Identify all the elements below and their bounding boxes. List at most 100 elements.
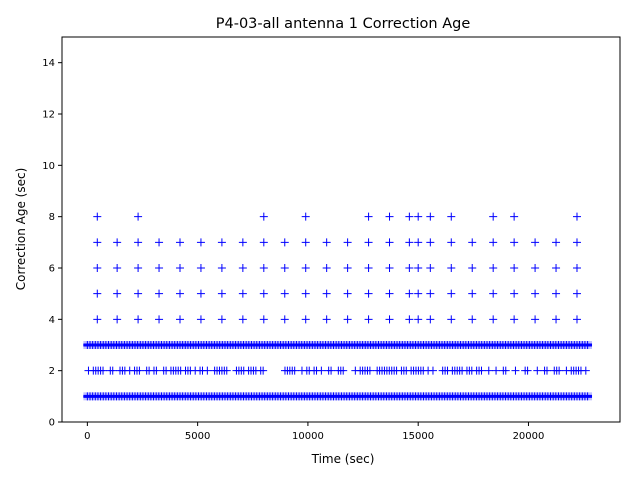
y-axis-label: Correction Age (sec) [14, 168, 28, 291]
data-point [426, 264, 435, 272]
x-tick-label: 15000 [402, 431, 434, 442]
data-point [280, 289, 289, 298]
data-point [552, 264, 561, 272]
data-point [477, 366, 486, 375]
data-point [175, 315, 184, 324]
data-point [468, 238, 477, 247]
x-tick-label: 20000 [513, 431, 545, 442]
y-tick-label: 10 [42, 161, 55, 172]
data-point [301, 289, 310, 298]
data-point [552, 238, 561, 247]
data-point [317, 366, 326, 375]
data-point [134, 315, 143, 324]
data-point [93, 264, 102, 272]
y-tick-label: 4 [49, 315, 55, 326]
data-point [364, 315, 373, 324]
data-point [414, 315, 423, 324]
data-point [217, 289, 226, 298]
data-point [155, 264, 164, 272]
data-point [489, 289, 498, 298]
data-point [339, 366, 348, 375]
data-point [510, 264, 519, 272]
data-point [93, 238, 102, 247]
data-point [364, 212, 373, 221]
data-point [489, 264, 498, 272]
data-point [414, 264, 423, 272]
y-tick-label: 0 [49, 418, 55, 429]
data-point [280, 238, 289, 247]
data-point [489, 238, 498, 247]
data-point [468, 264, 477, 272]
data-point [217, 238, 226, 247]
data-point [155, 289, 164, 298]
data-point [531, 289, 540, 298]
data-point [301, 264, 310, 272]
data-point [301, 238, 310, 247]
y-tick-label: 2 [49, 366, 55, 377]
data-point [134, 289, 143, 298]
data-point [134, 264, 143, 272]
data-point [155, 315, 164, 324]
data-point [510, 212, 519, 221]
data-point [301, 212, 310, 221]
data-point [572, 289, 581, 298]
data-point [405, 238, 414, 247]
data-point [99, 366, 108, 375]
data-point [322, 264, 331, 272]
data-point [447, 238, 456, 247]
data-point [238, 238, 247, 247]
data-point [322, 238, 331, 247]
data-point [259, 315, 268, 324]
data-point [533, 366, 542, 375]
plot-area-frame [61, 36, 621, 423]
data-point [113, 289, 122, 298]
data-point [510, 315, 519, 324]
data-point [259, 238, 268, 247]
data-point [447, 264, 456, 272]
data-point [93, 289, 102, 298]
data-point [217, 315, 226, 324]
data-point [175, 264, 184, 272]
data-point [552, 315, 561, 324]
data-point [196, 264, 205, 272]
data-point [447, 315, 456, 324]
data-point [113, 238, 122, 247]
data-point [155, 238, 164, 247]
data-point [581, 366, 590, 375]
data-point [196, 315, 205, 324]
data-point [196, 238, 205, 247]
data-point [93, 315, 102, 324]
data-point [426, 212, 435, 221]
data-point [426, 315, 435, 324]
data-point [135, 366, 144, 375]
data-point [555, 366, 564, 375]
data-point [447, 289, 456, 298]
y-tick-label: 12 [42, 110, 55, 121]
data-point [280, 315, 289, 324]
data-point [259, 289, 268, 298]
data-point [542, 366, 551, 375]
data-point [468, 289, 477, 298]
data-point [492, 366, 501, 375]
data-point [222, 366, 231, 375]
data-point [364, 238, 373, 247]
data-point [322, 315, 331, 324]
y-axis: 0 2 4 6 8 10 12 14 [42, 58, 62, 429]
data-point [238, 264, 247, 272]
data-point [364, 264, 373, 272]
data-point [134, 212, 143, 221]
x-axis-label: Time (sec) [311, 452, 375, 466]
data-point [489, 212, 498, 221]
data-point [322, 289, 331, 298]
data-point [259, 366, 268, 375]
data-point [134, 238, 143, 247]
data-point [343, 315, 352, 324]
data-point [572, 238, 581, 247]
data-point [583, 341, 592, 349]
data-point [238, 289, 247, 298]
data-point [428, 366, 437, 375]
data-point [259, 212, 268, 221]
x-tick-label: 10000 [292, 431, 324, 442]
y-tick-label: 14 [42, 58, 55, 69]
